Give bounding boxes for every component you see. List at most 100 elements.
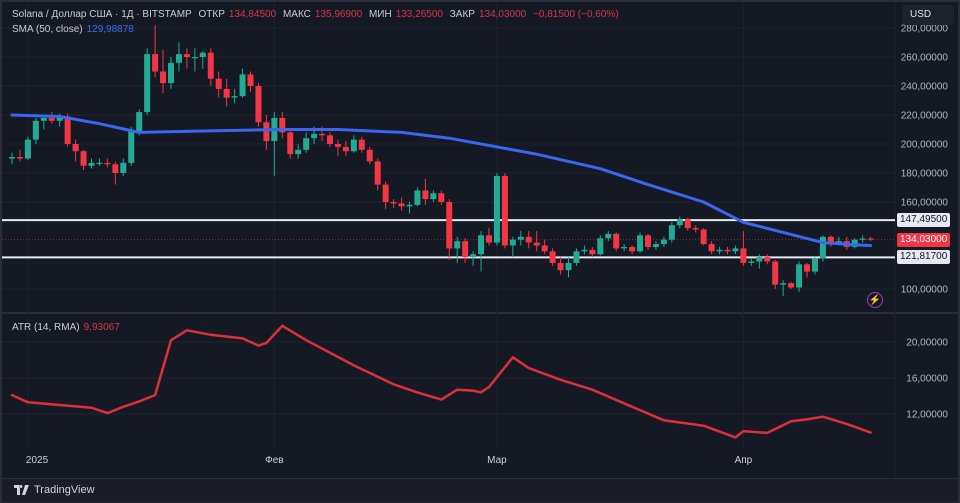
candle	[88, 158, 95, 169]
candle	[486, 228, 492, 246]
candle	[48, 112, 55, 124]
candle	[183, 48, 190, 69]
atr-legend[interactable]: ATR (14, RMA) 9,93067	[12, 322, 124, 333]
candle-body	[406, 204, 413, 207]
candle-body	[247, 74, 254, 86]
footer-bar: TradingView	[2, 478, 958, 502]
candle-body	[96, 162, 103, 165]
logo-text: TradingView	[34, 484, 95, 496]
candle	[668, 222, 675, 243]
candle	[804, 262, 810, 278]
candle-body	[827, 236, 834, 245]
candle-body	[533, 242, 540, 246]
candle	[9, 152, 15, 165]
candle	[764, 254, 771, 265]
candle	[493, 173, 500, 246]
candle-body	[334, 144, 341, 147]
candle-body	[565, 262, 572, 271]
candle	[382, 181, 389, 210]
currency-button[interactable]: USD	[902, 5, 954, 25]
candle-body	[509, 239, 516, 246]
date-tick-label: Фев	[265, 455, 283, 466]
candle	[430, 190, 437, 202]
candle	[724, 246, 731, 255]
candle-body	[112, 164, 119, 173]
candle-body	[660, 239, 667, 245]
date-tick-label: Апр	[735, 455, 753, 466]
candle-body	[350, 139, 357, 152]
candle-body	[517, 236, 524, 240]
candle	[175, 42, 182, 72]
candle	[827, 235, 834, 247]
candle	[748, 258, 755, 266]
price-tick-label: 160,00000	[901, 198, 949, 209]
price-tick-label: 260,00000	[901, 53, 949, 64]
candle	[478, 231, 485, 272]
level-price-label: 121,81700	[897, 250, 951, 265]
candle-body	[645, 235, 651, 247]
candle	[80, 149, 87, 171]
candle-body	[223, 88, 230, 98]
candle-body	[549, 251, 556, 263]
sma-legend[interactable]: SMA (50, close) 129,98878	[12, 24, 138, 35]
candle-body	[493, 175, 500, 243]
candle-body	[716, 249, 723, 252]
candle-body	[501, 175, 508, 246]
candle	[557, 257, 564, 275]
symbol-title: Solana / Доллар США · 1Д · BITSTAMP	[12, 9, 192, 20]
candle	[859, 235, 866, 243]
candle-body	[16, 157, 23, 159]
candle	[565, 257, 572, 278]
candle	[684, 217, 691, 231]
candle	[398, 197, 405, 211]
candle	[780, 280, 787, 297]
candle-body	[287, 132, 294, 155]
candle-body	[56, 116, 63, 121]
candle	[350, 135, 357, 153]
tradingview-logo-icon	[14, 485, 29, 495]
candle-body	[557, 262, 564, 271]
atr-tick-label: 12,00000	[906, 410, 948, 421]
lightning-icon[interactable]: ⚡	[867, 292, 883, 308]
candle-body	[629, 246, 636, 252]
candle-body	[740, 248, 747, 263]
candle-body	[430, 193, 437, 200]
date-tick-label: 2025	[26, 455, 49, 466]
candle	[295, 144, 302, 159]
candle-body	[303, 138, 310, 150]
sma-line	[10, 113, 873, 247]
candle	[160, 49, 167, 94]
candle	[621, 244, 628, 252]
candle-body	[764, 257, 771, 262]
candle	[597, 235, 604, 256]
atr-tick-label: 16,00000	[906, 374, 948, 385]
candle-body	[24, 139, 31, 159]
candle-body	[684, 219, 691, 229]
candle	[470, 251, 477, 266]
candle	[72, 139, 79, 162]
candle	[366, 146, 373, 165]
low-value: 133,26500	[395, 9, 443, 20]
candle-body	[199, 52, 206, 57]
candle-body	[867, 238, 874, 240]
last-price-label: 134,03000	[897, 232, 951, 247]
candle-body	[295, 149, 302, 155]
sma-label: SMA (50, close)	[12, 24, 83, 35]
candle-body	[327, 135, 333, 144]
candle-body	[374, 161, 381, 185]
candle-body	[597, 238, 604, 255]
candle	[255, 83, 262, 127]
candle-body	[32, 120, 39, 140]
candle-body	[64, 116, 71, 144]
candle	[24, 136, 31, 160]
candle	[660, 236, 667, 247]
candle	[16, 149, 23, 162]
candle	[573, 248, 580, 266]
candle-body	[311, 133, 318, 139]
candle	[509, 236, 516, 258]
candle	[652, 241, 659, 250]
tradingview-logo[interactable]: TradingView	[14, 484, 95, 496]
candle	[342, 141, 349, 156]
candle	[581, 245, 588, 255]
